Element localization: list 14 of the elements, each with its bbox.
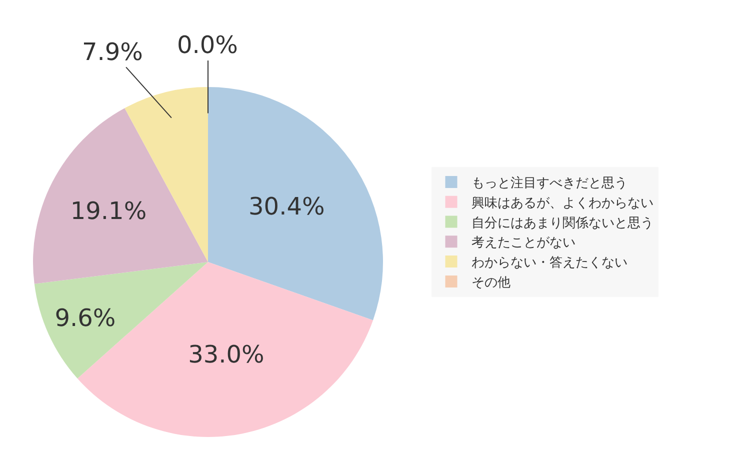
legend-label: 自分にはあまり関係ないと思う bbox=[471, 216, 654, 231]
pie-slice bbox=[33, 108, 208, 284]
legend-label: 興味はあるが、よくわからない bbox=[471, 196, 654, 211]
legend-label: その他 bbox=[471, 276, 510, 291]
legend-label: わからない・答えたくない bbox=[471, 256, 628, 271]
legend-label: 考えたことがない bbox=[471, 236, 576, 251]
data-label: 9.6% bbox=[54, 304, 116, 332]
legend-label: もっと注目すべきだと思う bbox=[471, 176, 628, 192]
data-label: 33.0% bbox=[188, 340, 264, 368]
text: 0.0% bbox=[177, 31, 238, 59]
pie-slice bbox=[208, 87, 383, 320]
data-label: 7.9% bbox=[82, 38, 143, 66]
data-label: 30.4% bbox=[248, 192, 325, 220]
data-label: 19.1% bbox=[70, 196, 147, 225]
